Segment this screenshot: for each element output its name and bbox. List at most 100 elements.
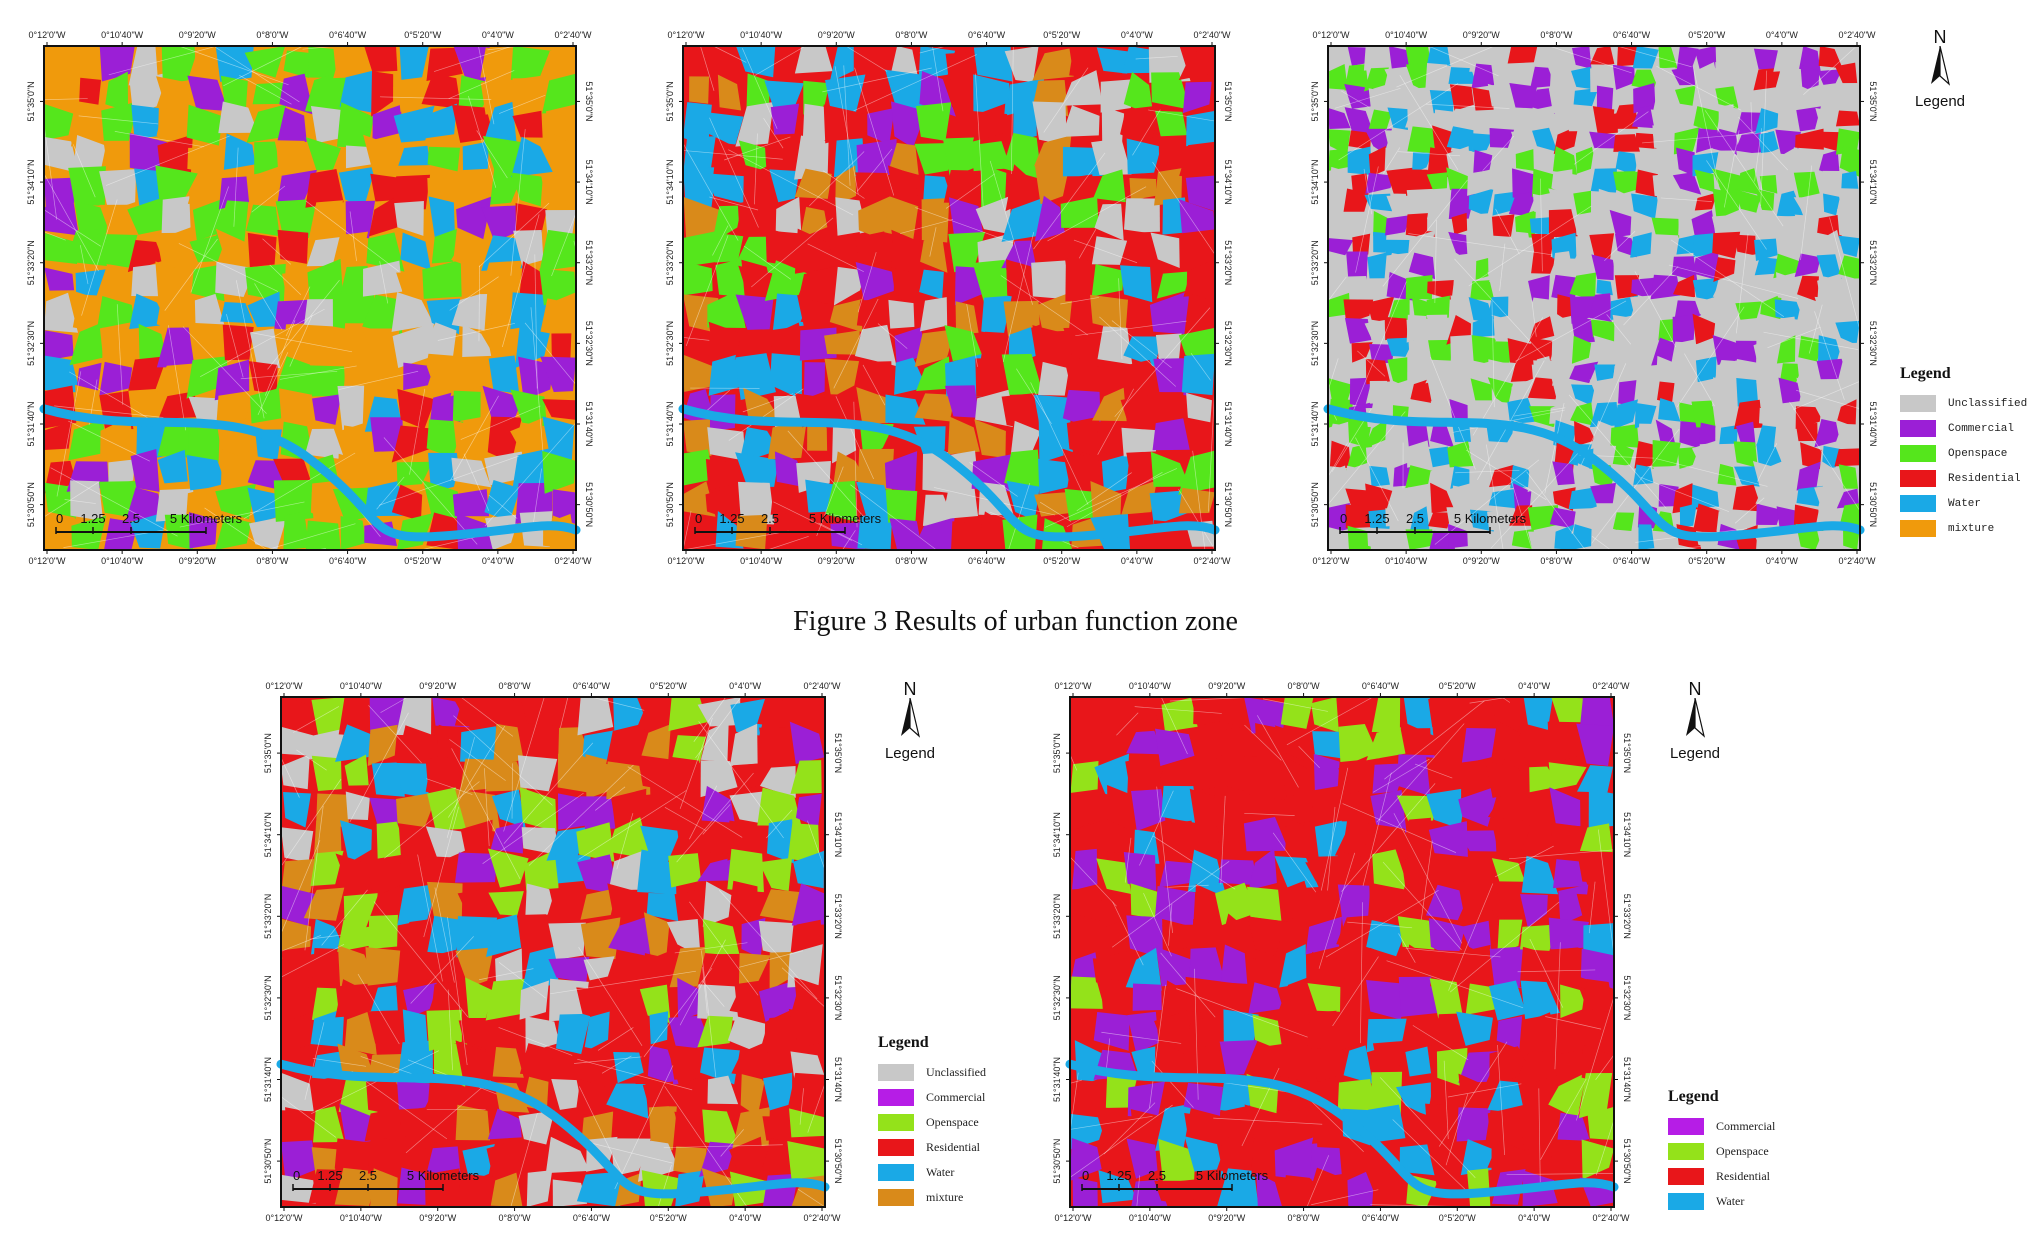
zone-patch xyxy=(1550,340,1574,361)
lat-tick-label: 51°34'10"N xyxy=(263,812,273,857)
street-line xyxy=(1136,1175,1141,1208)
zone-patch xyxy=(1405,104,1435,129)
zone-patch xyxy=(1531,233,1555,258)
map-5-svg: 0°12'0"W0°12'0"W0°10'40"W0°10'40"W0°9'20… xyxy=(1052,681,1632,1223)
street-line xyxy=(168,325,187,431)
zone-patch xyxy=(486,914,522,958)
zone-patch xyxy=(1522,795,1557,825)
zone-patch xyxy=(480,75,524,115)
zone-patch xyxy=(1775,400,1803,423)
street-line xyxy=(1642,131,1769,144)
zone-patch xyxy=(1328,502,1351,533)
zone-patch xyxy=(1105,697,1138,722)
river-thames xyxy=(276,1059,830,1199)
zone-patch xyxy=(403,982,439,1018)
zone-patch xyxy=(1430,950,1468,988)
street-line xyxy=(1606,314,1632,345)
lon-tick-label: 0°6'40"W xyxy=(1362,681,1400,691)
street-line xyxy=(108,45,218,76)
zone-patch xyxy=(1101,106,1125,144)
zone-patch xyxy=(1328,89,1348,110)
zone-patch xyxy=(1244,1043,1284,1082)
zone-patch xyxy=(1509,441,1534,467)
zone-patch xyxy=(99,169,137,212)
street-line xyxy=(1105,1038,1111,1072)
lon-tick-label: 0°8'0"W xyxy=(499,681,532,691)
lon-tick-label: 0°5'20"W xyxy=(404,30,442,40)
zone-patch xyxy=(1836,399,1857,425)
street-line xyxy=(1076,472,1132,512)
zone-patch xyxy=(421,73,462,109)
street-line xyxy=(417,854,443,982)
zone-patch xyxy=(1615,151,1639,177)
zone-patch xyxy=(1609,209,1638,238)
zone-patch xyxy=(557,793,587,830)
zone-patch xyxy=(717,74,742,111)
zone-patch xyxy=(1328,166,1351,198)
zone-patch xyxy=(1732,66,1760,90)
street-line xyxy=(478,202,550,268)
zone-patch xyxy=(1488,893,1526,925)
street-line xyxy=(1192,450,1206,551)
zone-patch xyxy=(1568,487,1598,510)
zone-patch xyxy=(855,172,889,207)
street-line xyxy=(1078,229,1097,259)
zone-patch xyxy=(856,138,897,177)
lon-tick-label: 0°5'20"W xyxy=(1043,556,1081,566)
zone-patch xyxy=(1363,46,1391,71)
zone-patch xyxy=(460,819,493,856)
street-line xyxy=(309,934,341,940)
zone-patch xyxy=(75,269,106,299)
street-line xyxy=(239,75,292,105)
street-line xyxy=(1327,411,1406,505)
lat-tick-label: 51°31'40"N xyxy=(1622,1057,1632,1102)
zone-patch xyxy=(823,104,863,144)
lat-tick-label: 51°30'50"N xyxy=(1868,482,1878,527)
street-line xyxy=(1069,1104,1173,1178)
street-line xyxy=(285,286,311,337)
lon-tick-label: 0°9'20"W xyxy=(818,556,856,566)
lon-tick-label: 0°2'40"W xyxy=(1592,681,1630,691)
street-line xyxy=(64,499,96,504)
zone-patch xyxy=(666,918,701,957)
zone-patch xyxy=(1589,131,1617,149)
zone-patch xyxy=(1817,69,1843,85)
zone-patch xyxy=(526,1170,553,1207)
zone-patch xyxy=(1735,189,1761,213)
zone-patch xyxy=(1347,418,1373,448)
zone-patch xyxy=(1570,402,1594,426)
lon-tick-label: 0°6'40"W xyxy=(329,556,367,566)
street-line xyxy=(627,766,743,838)
zone-patch xyxy=(1756,151,1775,176)
north-label: Legend xyxy=(1669,745,1721,762)
map-2-svg: 0°12'0"W0°12'0"W0°10'40"W0°10'40"W0°9'20… xyxy=(665,30,1233,566)
zone-patch xyxy=(1456,1107,1491,1142)
zone-patch xyxy=(646,892,679,922)
zone-patch xyxy=(1835,320,1860,344)
zone-patch xyxy=(1097,326,1133,365)
lon-tick-label: 0°5'20"W xyxy=(650,1213,688,1223)
zone-patch xyxy=(423,480,464,523)
zone-patch xyxy=(738,140,767,176)
street-line xyxy=(1124,837,1132,883)
zone-patch xyxy=(1581,978,1614,1012)
zone-patch xyxy=(1555,379,1576,403)
zone-patch xyxy=(1738,512,1760,528)
lon-tick-label: 0°4'0"W xyxy=(1766,30,1799,40)
zone-patch xyxy=(1773,253,1799,279)
zone-patch xyxy=(1305,916,1342,955)
zone-patch xyxy=(1513,483,1532,511)
zone-patch xyxy=(1511,528,1534,550)
zone-patch xyxy=(861,46,891,83)
street-line xyxy=(1069,1072,1079,1133)
zone-patch xyxy=(1407,359,1435,382)
zone-patch xyxy=(125,487,164,522)
zone-patch xyxy=(1284,793,1317,827)
river-thames xyxy=(39,404,581,542)
zone-patch xyxy=(1159,860,1195,888)
zone-patch xyxy=(711,232,744,263)
legend-item: Unclassified xyxy=(1900,391,2027,416)
zone-patch xyxy=(1737,87,1759,113)
zone-patch xyxy=(1590,482,1616,504)
zone-patch xyxy=(616,978,651,1018)
